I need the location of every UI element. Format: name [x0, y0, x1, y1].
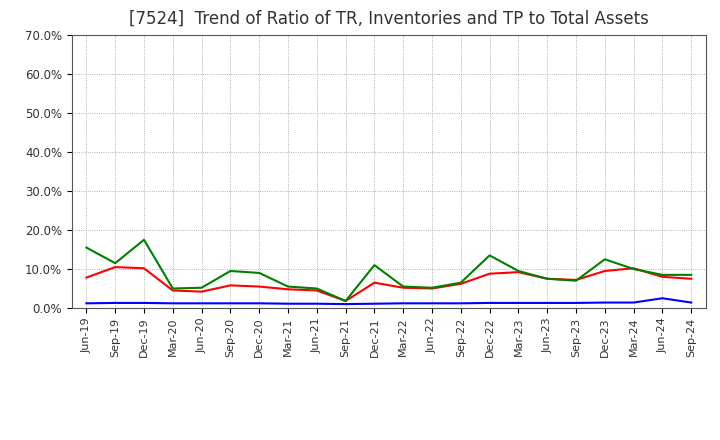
Trade Payables [658, 272, 667, 278]
Trade Payables [111, 260, 120, 266]
Inventories [197, 301, 206, 306]
Inventories [284, 301, 292, 306]
Line: Inventories: Inventories [86, 298, 691, 304]
Trade Receivables [226, 283, 235, 288]
Trade Receivables [341, 298, 350, 304]
Trade Payables [600, 257, 609, 262]
Line: Trade Receivables: Trade Receivables [86, 267, 691, 301]
Trade Payables [197, 285, 206, 290]
Trade Receivables [197, 289, 206, 294]
Trade Receivables [111, 264, 120, 270]
Inventories [111, 300, 120, 305]
Inventories [312, 301, 321, 306]
Trade Receivables [168, 288, 177, 293]
Inventories [514, 300, 523, 305]
Trade Payables [456, 280, 465, 285]
Trade Payables [485, 253, 494, 258]
Trade Receivables [687, 276, 696, 282]
Inventories [456, 301, 465, 306]
Inventories [428, 301, 436, 306]
Line: Trade Payables: Trade Payables [86, 240, 691, 301]
Trade Payables [687, 272, 696, 278]
Inventories [658, 296, 667, 301]
Trade Receivables [629, 266, 638, 271]
Inventories [600, 300, 609, 305]
Trade Payables [514, 268, 523, 274]
Inventories [168, 301, 177, 306]
Trade Receivables [82, 275, 91, 280]
Inventories [255, 301, 264, 306]
Inventories [82, 301, 91, 306]
Trade Receivables [658, 274, 667, 279]
Trade Receivables [255, 284, 264, 289]
Trade Payables [572, 278, 580, 283]
Trade Receivables [428, 286, 436, 291]
Inventories [543, 300, 552, 305]
Trade Receivables [572, 277, 580, 282]
Trade Payables [399, 284, 408, 289]
Trade Receivables [514, 270, 523, 275]
Trade Payables [226, 268, 235, 274]
Trade Payables [284, 284, 292, 289]
Title: [7524]  Trend of Ratio of TR, Inventories and TP to Total Assets: [7524] Trend of Ratio of TR, Inventories… [129, 10, 649, 28]
Inventories [485, 300, 494, 305]
Trade Receivables [284, 286, 292, 292]
Inventories [572, 300, 580, 305]
Inventories [399, 301, 408, 306]
Trade Receivables [399, 285, 408, 290]
Trade Receivables [456, 281, 465, 286]
Trade Payables [428, 285, 436, 290]
Trade Payables [140, 237, 148, 242]
Trade Receivables [312, 288, 321, 293]
Trade Payables [255, 270, 264, 275]
Trade Payables [341, 298, 350, 304]
Inventories [629, 300, 638, 305]
Inventories [687, 300, 696, 305]
Inventories [341, 301, 350, 307]
Trade Receivables [600, 268, 609, 274]
Trade Payables [168, 286, 177, 291]
Trade Payables [82, 245, 91, 250]
Inventories [140, 300, 148, 305]
Trade Payables [312, 286, 321, 291]
Trade Receivables [370, 280, 379, 285]
Inventories [226, 301, 235, 306]
Trade Payables [370, 263, 379, 268]
Trade Payables [629, 266, 638, 271]
Trade Payables [543, 276, 552, 282]
Trade Receivables [485, 271, 494, 276]
Trade Receivables [543, 276, 552, 282]
Inventories [370, 301, 379, 306]
Trade Receivables [140, 266, 148, 271]
